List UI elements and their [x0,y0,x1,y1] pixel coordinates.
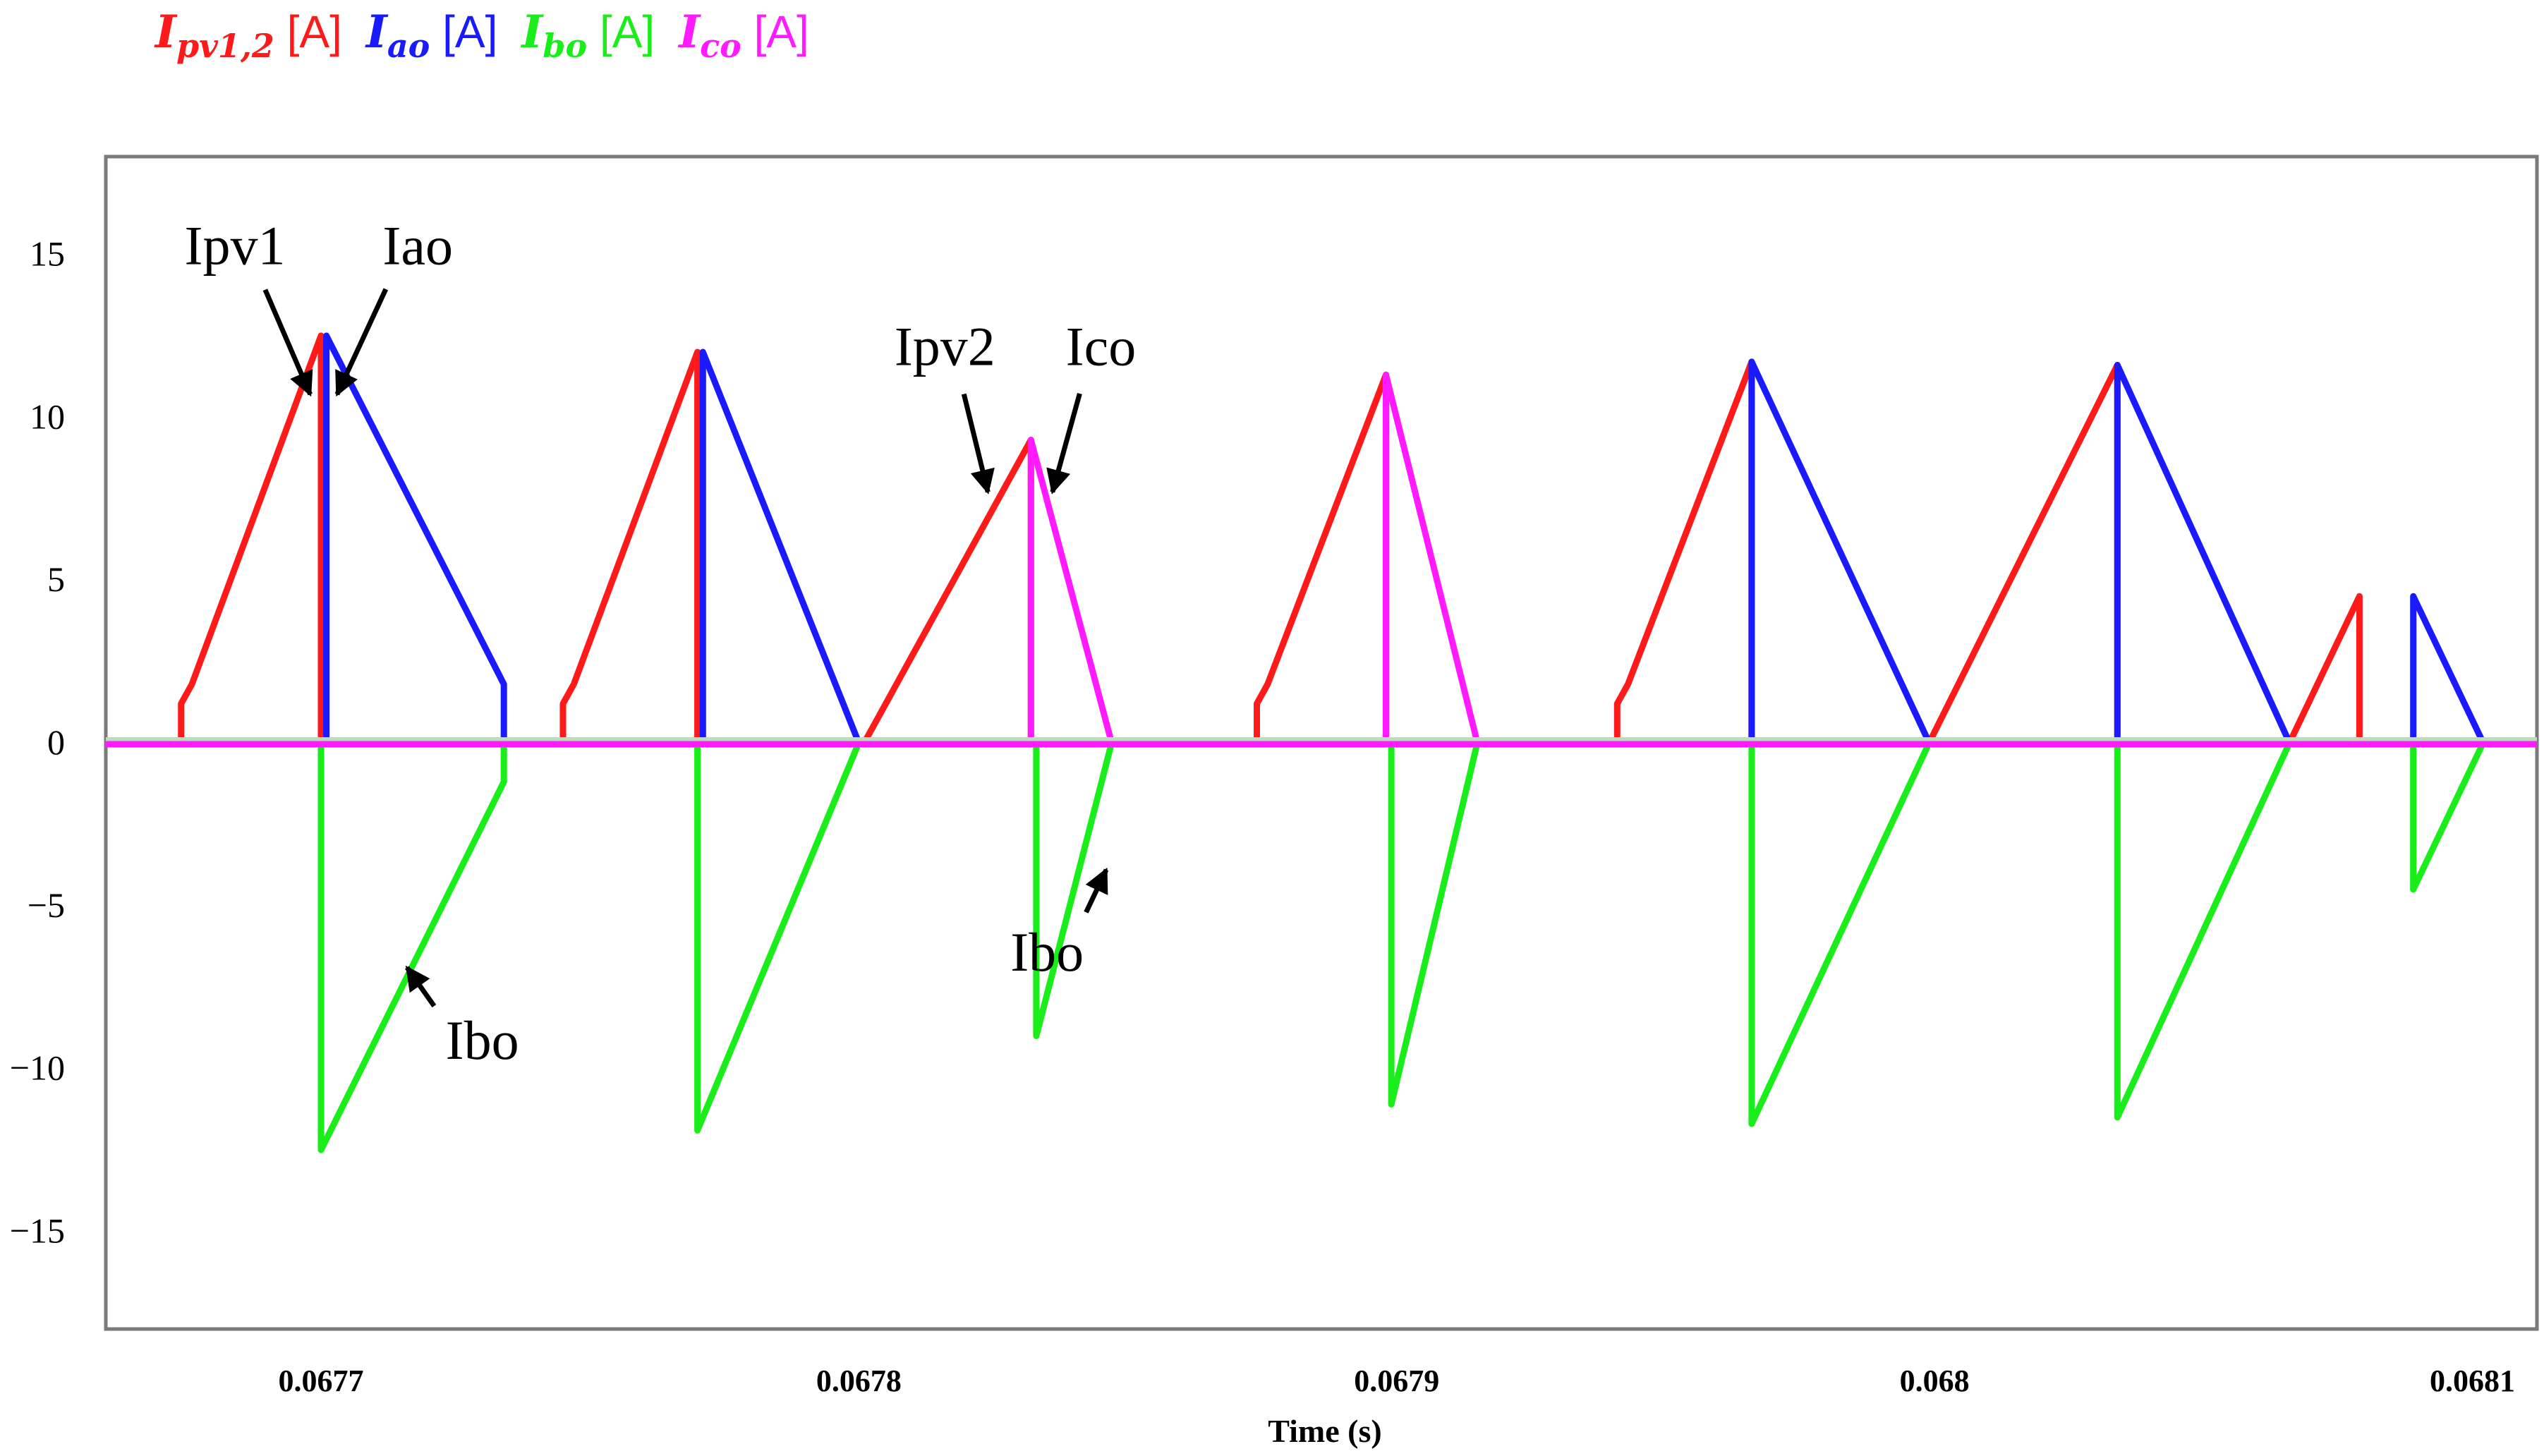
series-iao-pulse-7 [2410,593,2487,746]
legend-symbol: Ico [679,6,741,65]
legend-unit: [A] [442,6,498,57]
y-tick-label: 0 [47,722,65,762]
annotation-label: Ibo [446,1009,519,1071]
x-tick-label: 0.0677 [278,1364,363,1398]
annotation-arrow [961,393,995,495]
series-ico [1027,371,1481,746]
series-iao-pulse-5 [1748,358,1932,746]
legend-symbol: Ipv1,2 [155,6,274,65]
y-tick-label: −15 [10,1211,65,1251]
series-ibo-pulse-7 [2410,739,2487,893]
annotation-arrow [262,289,313,397]
annotation-label: Ipv2 [895,315,995,377]
series-ico-pulse-2 [1383,371,1481,746]
legend-item-ipv: Ipv1,2 [A] [155,6,342,65]
x-tick-label: 0.0679 [1354,1364,1439,1398]
series-ipv-pulse-7 [2286,593,2363,746]
legend-unit: [A] [599,6,655,57]
series-ibo-pulse-5 [1748,739,1932,1127]
y-tick-label: 10 [30,396,65,436]
annotations: Ipv1 Iao Ipv2 Ico Ibo Ibo [184,214,1136,1070]
legend-item-ico: Ico [A] [679,6,809,65]
x-tick-label: 0.068 [1900,1364,1970,1398]
y-tick-label: 5 [47,559,65,599]
annotation-arrow [405,965,437,1008]
annotation-arrow [1046,392,1082,495]
annotation-arrow [334,288,389,397]
annotation-label: Ibo [1010,921,1084,983]
y-tick-label: −5 [28,885,65,925]
legend-item-iao: Iao [A] [366,6,497,65]
legend-unit: [A] [286,6,342,57]
series-ipv-pulse-1 [178,332,325,746]
annotation-label: Iao [382,214,453,276]
y-tick-label: 15 [30,234,65,274]
annotation-label: Ipv1 [184,214,285,276]
series-ibo-pulse-6 [2114,739,2293,1121]
series-iao-pulse-1 [323,332,507,746]
legend-symbol: Iao [365,6,430,65]
series-ibo-pulse-4 [1388,739,1481,1108]
series-ibo-pulse-2 [694,739,862,1134]
series-iao-pulse-6 [2114,362,2293,746]
annotation-arrow [1084,867,1109,914]
x-tick-labels: 0.0677 0.0678 0.0679 0.068 0.0681 [278,1364,2515,1398]
x-axis-title: Time (s) [1268,1413,1381,1449]
legend-symbol: Ibo [521,6,588,65]
legend-item-ibo: Ibo [A] [521,6,655,65]
legend: Ipv1,2 [A] Iao [A] Ibo [A] Ico [A] [155,6,809,65]
x-tick-label: 0.0678 [816,1364,902,1398]
series-ibo-pulse-3 [1033,739,1115,1039]
y-tick-labels: 15 10 5 0 −5 −10 −15 [10,234,65,1251]
series-ibo [317,739,2487,1153]
series-ipv-pulse-2 [559,348,701,746]
annotation-label: Ico [1066,315,1137,377]
series-ico-pulse-1 [1027,437,1115,746]
x-tick-label: 0.0681 [2430,1364,2515,1398]
legend-unit: [A] [753,6,809,57]
y-tick-label: −10 [10,1048,65,1088]
series-iao-pulse-2 [699,348,862,746]
